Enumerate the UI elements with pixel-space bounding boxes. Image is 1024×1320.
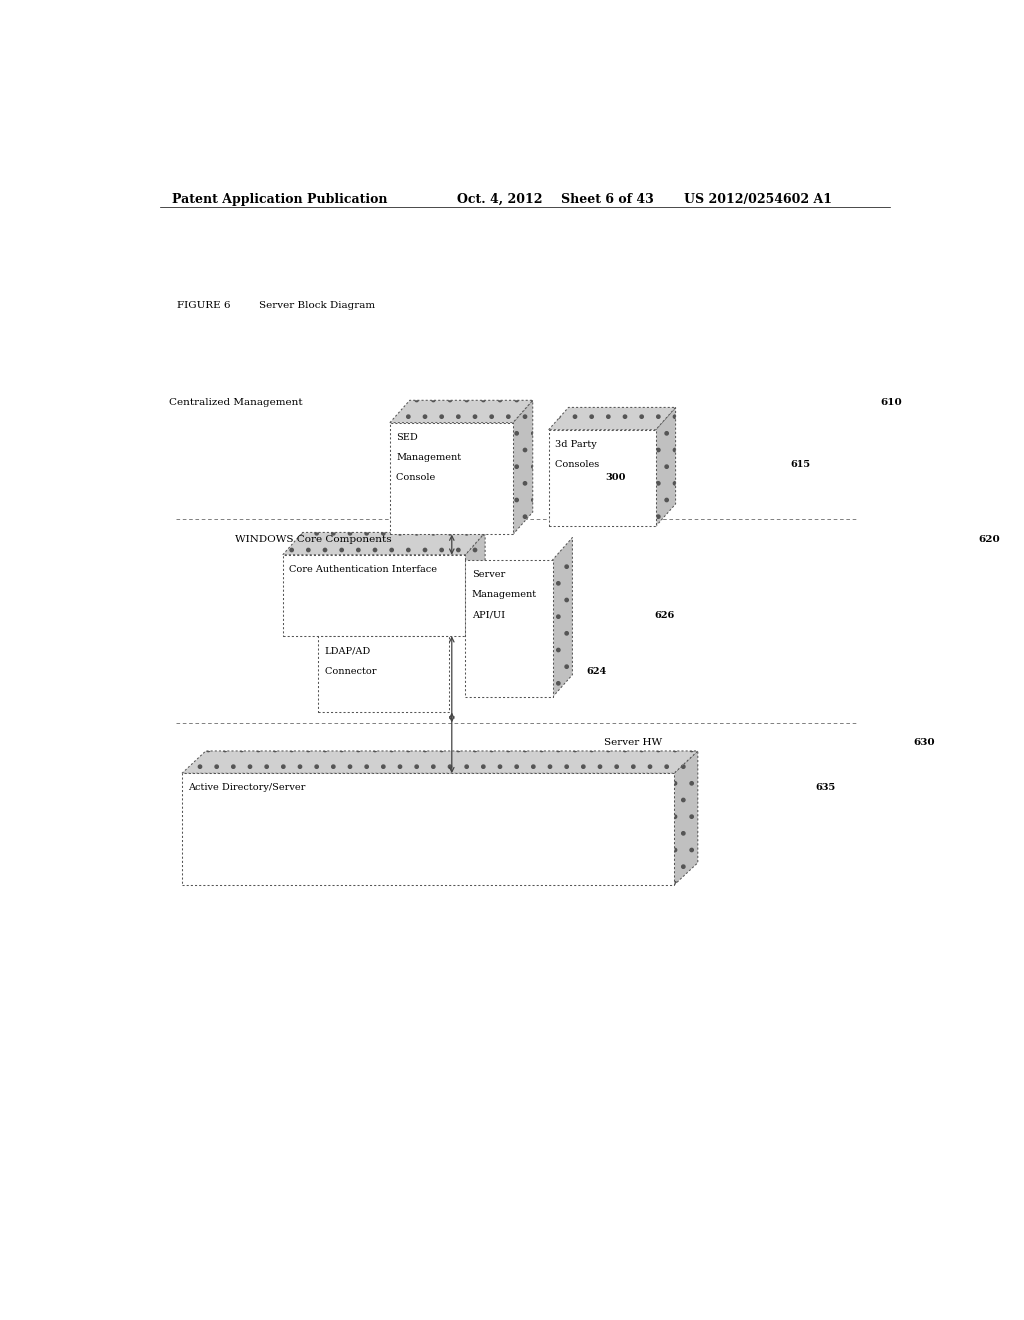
Text: 626: 626 — [654, 611, 675, 619]
Text: FIGURE 6: FIGURE 6 — [177, 301, 230, 310]
Text: 624: 624 — [586, 667, 606, 676]
Text: LDAP/AD: LDAP/AD — [325, 647, 371, 655]
Polygon shape — [283, 532, 485, 554]
Text: Active Directory/Server: Active Directory/Server — [188, 784, 309, 792]
Text: Management: Management — [396, 453, 462, 462]
Bar — [465, 560, 553, 697]
Polygon shape — [553, 537, 572, 697]
Text: Patent Application Publication: Patent Application Publication — [172, 193, 387, 206]
Text: 610: 610 — [881, 397, 902, 407]
Polygon shape — [674, 751, 697, 886]
Text: 615: 615 — [790, 461, 810, 470]
Text: Server HW: Server HW — [604, 738, 666, 747]
Text: Management: Management — [472, 590, 537, 599]
Text: 300: 300 — [605, 474, 626, 483]
Text: Core Authentication Interface: Core Authentication Interface — [289, 565, 440, 574]
Text: Server Block Diagram: Server Block Diagram — [259, 301, 375, 310]
Bar — [318, 636, 450, 713]
Text: 635: 635 — [815, 784, 836, 792]
Polygon shape — [390, 400, 532, 422]
Polygon shape — [549, 408, 676, 430]
Polygon shape — [513, 400, 532, 535]
Text: 620: 620 — [978, 535, 999, 544]
Text: 3d Party: 3d Party — [555, 440, 597, 449]
Text: SED: SED — [396, 433, 418, 442]
Polygon shape — [655, 408, 676, 527]
Text: Centralized Management: Centralized Management — [169, 397, 306, 407]
Bar — [390, 422, 513, 535]
Bar — [549, 430, 655, 527]
Text: Consoles: Consoles — [555, 461, 602, 470]
Text: Sheet 6 of 43: Sheet 6 of 43 — [560, 193, 653, 206]
Polygon shape — [182, 751, 697, 774]
Text: Server: Server — [472, 570, 505, 579]
Text: API/UI: API/UI — [472, 611, 508, 619]
Text: 630: 630 — [913, 738, 935, 747]
Text: Console: Console — [396, 474, 438, 483]
Bar — [182, 774, 674, 886]
Text: Connector: Connector — [325, 667, 380, 676]
Text: WINDOWS Core Components: WINDOWS Core Components — [236, 535, 395, 544]
Bar — [283, 554, 465, 636]
Text: Oct. 4, 2012: Oct. 4, 2012 — [458, 193, 543, 206]
Text: US 2012/0254602 A1: US 2012/0254602 A1 — [684, 193, 831, 206]
Polygon shape — [465, 532, 485, 636]
